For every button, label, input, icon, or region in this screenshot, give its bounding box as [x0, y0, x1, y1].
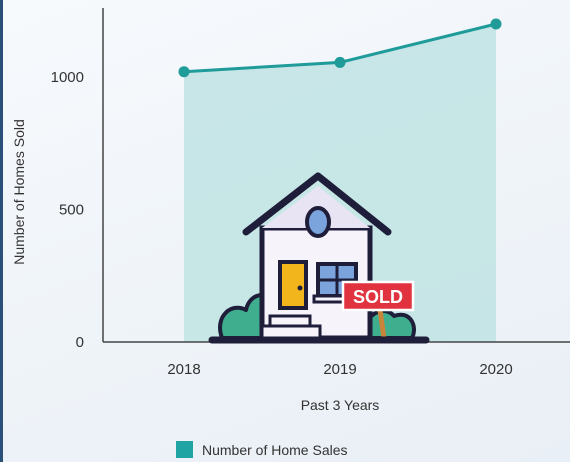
legend-swatch: [176, 441, 193, 458]
y-tick-label-1000: 1000: [51, 69, 84, 86]
round-window-icon: [305, 206, 331, 238]
y-tick-labels: 0 500 1000: [51, 69, 84, 351]
step-bottom: [260, 324, 322, 340]
x-tick-labels: 2018 2019 2020: [167, 361, 512, 378]
sold-sign: [341, 280, 415, 312]
legend: Number of Home Sales: [176, 441, 348, 458]
y-tick-label-500: 500: [59, 202, 84, 219]
x-axis-title: Past 3 Years: [301, 397, 380, 413]
legend-label: Number of Home Sales: [202, 442, 348, 458]
x-tick-label-2019: 2019: [323, 361, 356, 378]
door-icon: [278, 260, 308, 310]
data-point-2020: [490, 18, 502, 30]
door-knob: [297, 285, 303, 291]
frame-edge: [0, 0, 3, 462]
data-point-2018: [178, 66, 190, 78]
data-point-2019: [334, 56, 346, 68]
y-axis-title: Number of Homes Sold: [11, 119, 27, 265]
y-tick-label-0: 0: [76, 334, 84, 351]
x-tick-label-2020: 2020: [479, 361, 512, 378]
line-layer: [178, 18, 502, 78]
house-roof: [242, 172, 392, 236]
sold-sign-text: SOLD: [353, 287, 403, 307]
x-tick-label-2018: 2018: [167, 361, 200, 378]
house-sold-icon: SOLD: [208, 172, 430, 344]
